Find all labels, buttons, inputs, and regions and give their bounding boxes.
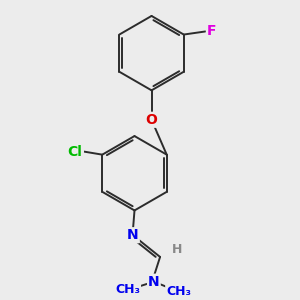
Text: N: N (127, 228, 139, 242)
Text: Cl: Cl (67, 145, 82, 158)
Text: O: O (146, 113, 158, 127)
Text: F: F (207, 24, 216, 38)
Text: CH₃: CH₃ (166, 284, 191, 298)
Text: H: H (172, 243, 182, 256)
Text: N: N (148, 275, 160, 289)
Text: CH₃: CH₃ (115, 283, 140, 296)
